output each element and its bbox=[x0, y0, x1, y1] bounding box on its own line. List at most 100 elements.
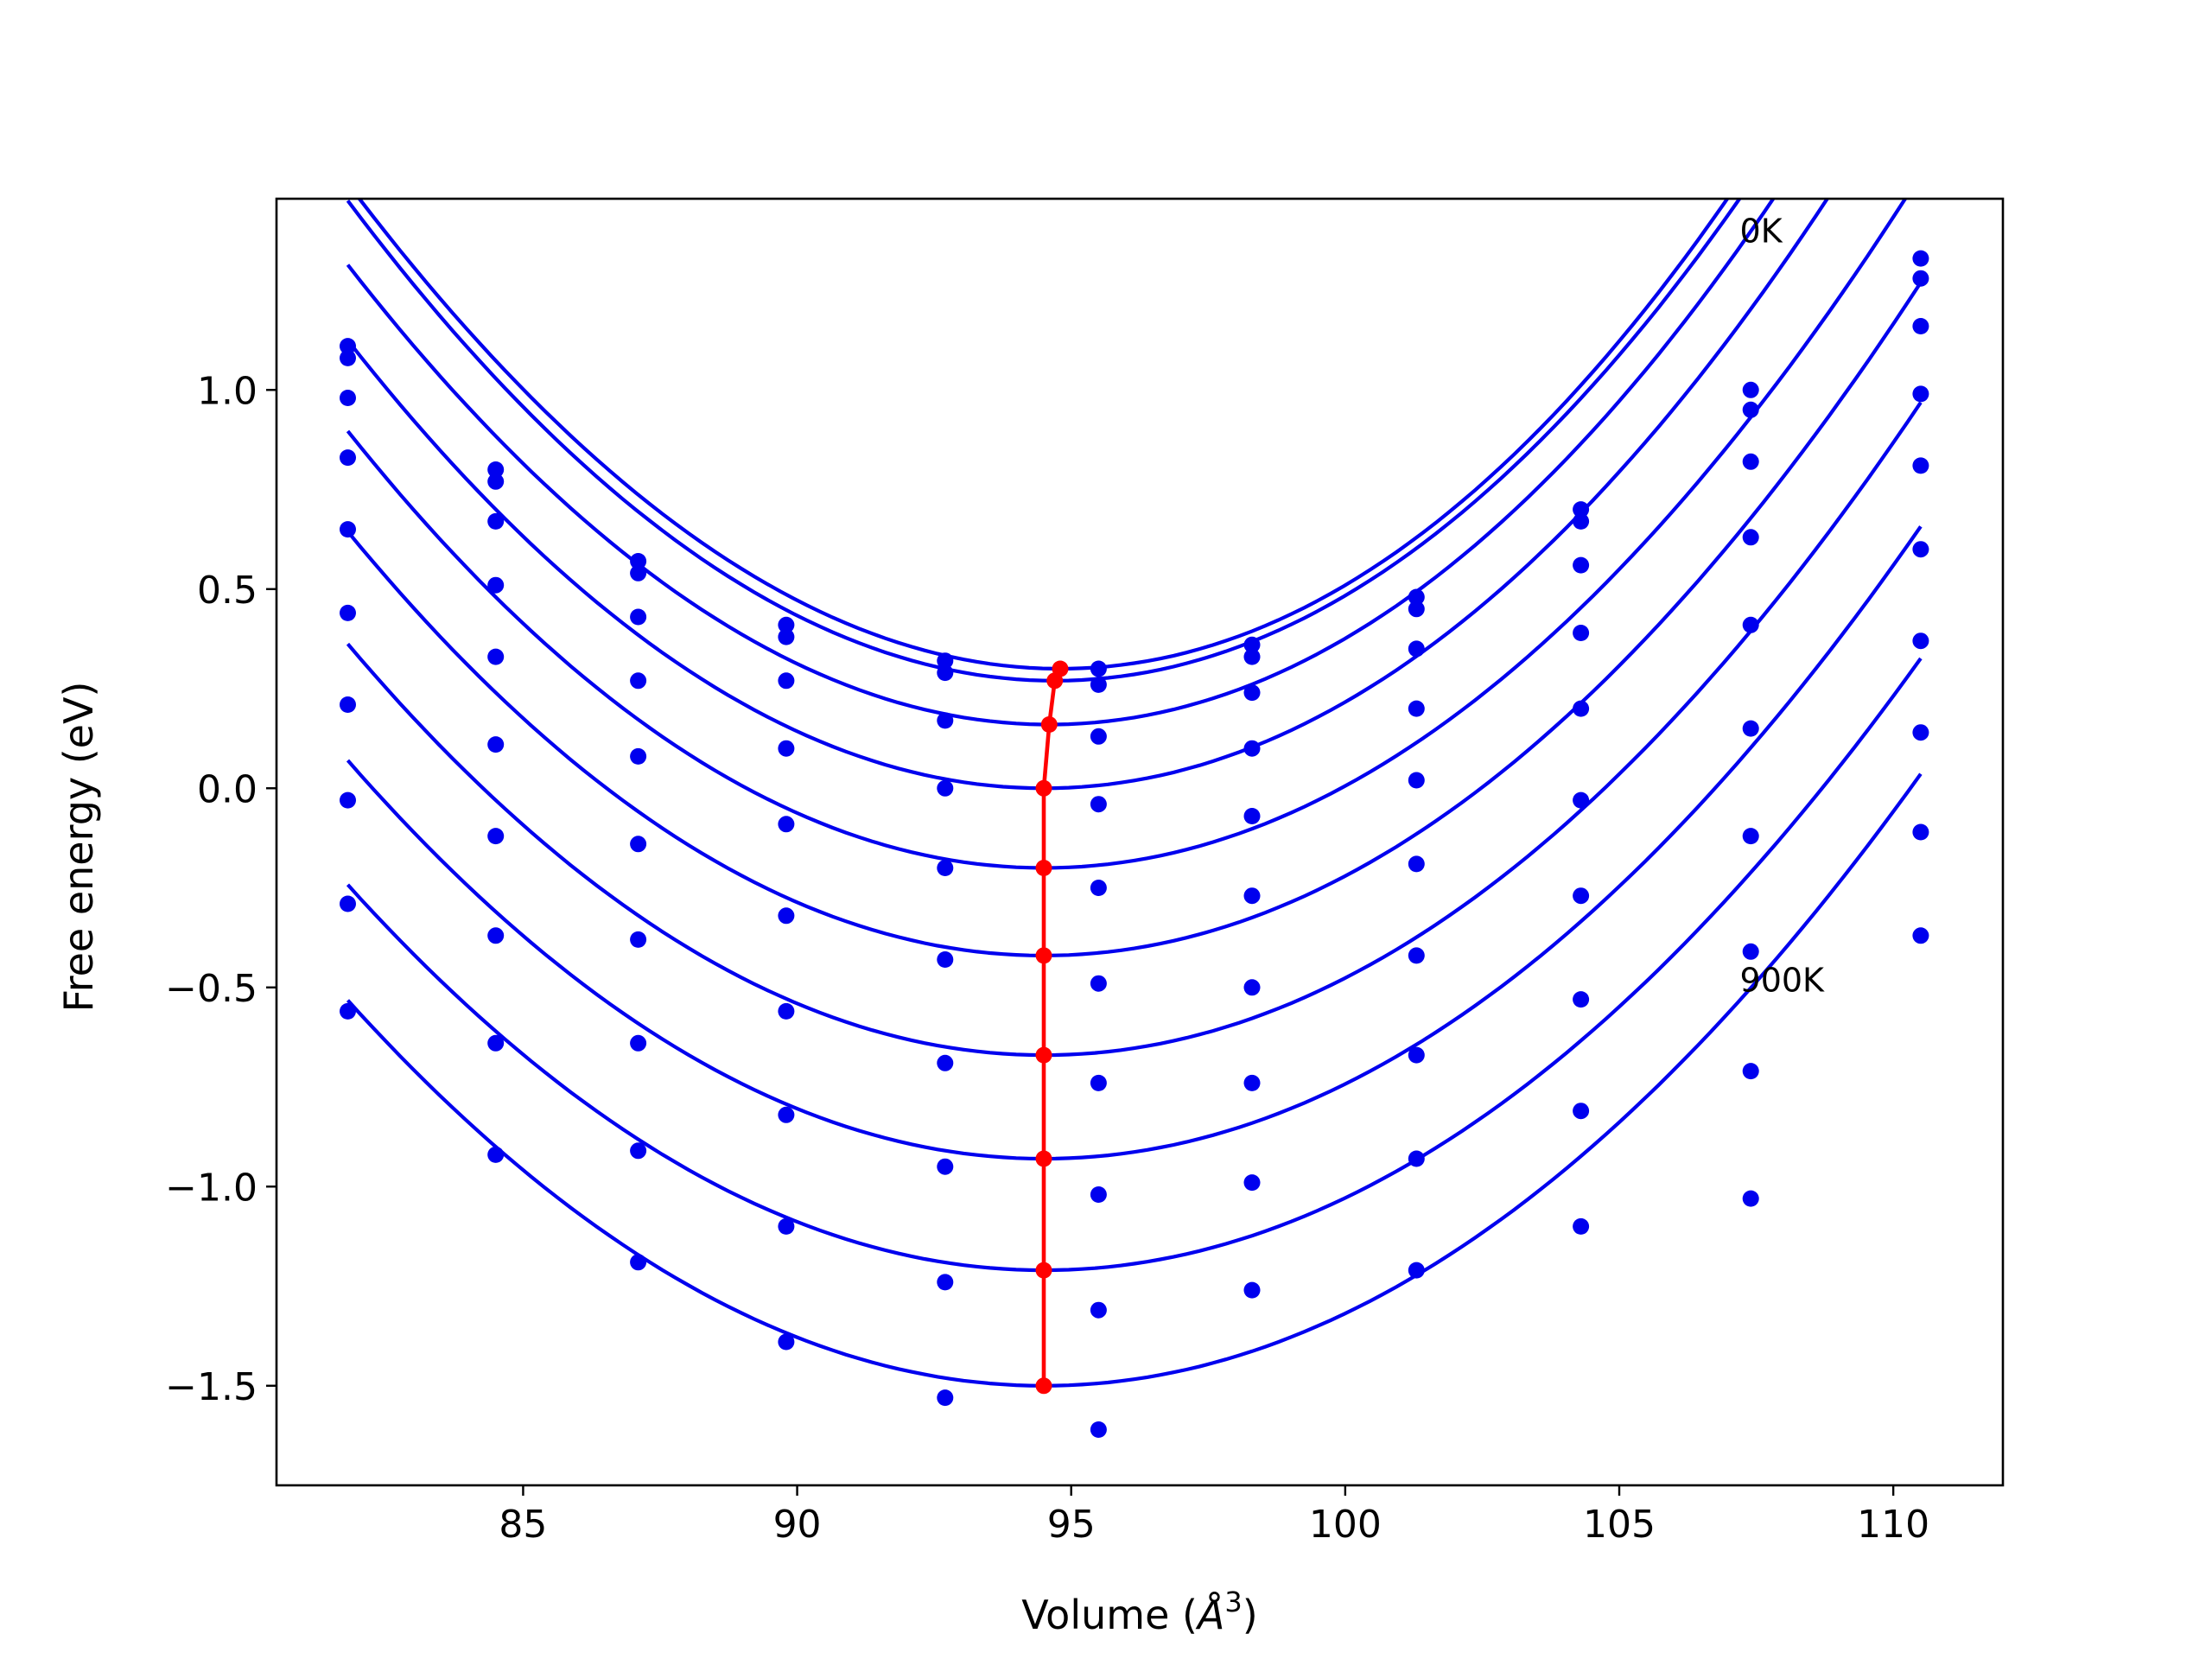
plot-frame bbox=[275, 197, 2005, 1487]
data-point-s6-11 bbox=[1912, 541, 1929, 558]
data-point-s4-1 bbox=[340, 449, 356, 467]
data-point-s6-4 bbox=[778, 907, 795, 925]
data-point-s5-2 bbox=[487, 648, 505, 665]
data-point-s5-3 bbox=[630, 747, 647, 765]
data-point-s5-8 bbox=[1408, 772, 1425, 789]
data-point-s4-4 bbox=[778, 740, 795, 757]
data-point-s4-10 bbox=[1742, 529, 1759, 546]
data-point-s9-3 bbox=[630, 1142, 647, 1160]
fit-curve-3 bbox=[346, 199, 1776, 727]
data-point-s7-8 bbox=[1408, 947, 1425, 964]
minimum-point-5 bbox=[1035, 860, 1052, 876]
data-point-s5-6 bbox=[1090, 880, 1107, 896]
data-point-s8-7 bbox=[1243, 1074, 1261, 1091]
data-point-s10-3 bbox=[630, 1254, 647, 1271]
data-point-s8-3 bbox=[630, 1034, 647, 1052]
fit-curve-5 bbox=[346, 199, 1908, 870]
data-point-s7-6 bbox=[1090, 1074, 1107, 1091]
data-point-s4-2 bbox=[487, 576, 505, 594]
data-point-s8-11 bbox=[1912, 724, 1929, 741]
minimum-point-6 bbox=[1035, 947, 1052, 964]
data-point-s2-10 bbox=[1742, 401, 1759, 418]
x-tick-label: 95 bbox=[1047, 1503, 1096, 1547]
data-point-s3-1 bbox=[340, 390, 356, 406]
data-point-s5-10 bbox=[1742, 616, 1759, 633]
data-point-s8-5 bbox=[937, 1158, 954, 1175]
data-point-s4-3 bbox=[630, 672, 647, 690]
data-point-s3-10 bbox=[1742, 453, 1759, 470]
data-point-s3-9 bbox=[1573, 556, 1590, 574]
data-point-s8-8 bbox=[1408, 1046, 1425, 1064]
data-point-s9-10 bbox=[1742, 1063, 1759, 1080]
data-point-s7-7 bbox=[1243, 979, 1261, 996]
y-tick-label: −1.5 bbox=[165, 1365, 257, 1409]
data-point-s1-9 bbox=[1573, 501, 1590, 518]
y-tick-label: 0.5 bbox=[197, 569, 257, 613]
data-point-s4-11 bbox=[1912, 385, 1929, 403]
y-tick-label: −1.0 bbox=[165, 1166, 257, 1210]
data-point-s10-8 bbox=[1408, 1262, 1425, 1279]
data-point-s6-1 bbox=[340, 604, 356, 621]
data-point-s2-5 bbox=[937, 664, 954, 682]
data-point-s1-4 bbox=[778, 616, 795, 633]
y-tick-label: 0.0 bbox=[197, 767, 257, 811]
data-point-s2-9 bbox=[1573, 512, 1590, 530]
data-point-s3-8 bbox=[1408, 640, 1425, 658]
data-point-s10-5 bbox=[937, 1389, 954, 1407]
data-point-s2-3 bbox=[630, 564, 647, 582]
data-point-s4-8 bbox=[1408, 700, 1425, 717]
fit-curve-7 bbox=[346, 401, 1923, 1058]
x-tick-label: 100 bbox=[1309, 1503, 1382, 1547]
fit-curve-4 bbox=[346, 199, 1830, 791]
data-point-s1-2 bbox=[487, 461, 505, 478]
data-point-s2-1 bbox=[340, 349, 356, 366]
minimum-line bbox=[1041, 668, 1063, 1386]
data-point-s3-6 bbox=[1090, 728, 1107, 745]
data-point-s6-3 bbox=[630, 836, 647, 853]
data-point-s1-8 bbox=[1408, 588, 1425, 606]
data-point-s2-4 bbox=[778, 628, 795, 645]
data-point-s10-10 bbox=[1742, 1190, 1759, 1207]
data-point-s8-6 bbox=[1090, 1186, 1107, 1203]
data-point-s1-11 bbox=[1912, 250, 1929, 267]
fit-curve-10 bbox=[346, 772, 1923, 1388]
data-point-s10-9 bbox=[1573, 1217, 1590, 1235]
minimum-energy-line bbox=[1035, 660, 1069, 1395]
data-point-s2-7 bbox=[1243, 648, 1261, 665]
fit-curve-8 bbox=[346, 525, 1923, 1161]
data-point-s1-10 bbox=[1742, 381, 1759, 398]
data-point-s3-7 bbox=[1243, 684, 1261, 702]
data-point-s8-9 bbox=[1573, 991, 1590, 1008]
data-point-s3-3 bbox=[630, 608, 647, 626]
data-points bbox=[340, 250, 1929, 1438]
annotation-1: 0K bbox=[1740, 213, 1783, 251]
data-point-s10-1 bbox=[340, 1002, 356, 1020]
data-point-s6-2 bbox=[487, 736, 505, 753]
data-point-s1-7 bbox=[1243, 636, 1261, 653]
data-point-s8-1 bbox=[340, 791, 356, 809]
x-axis-label: Volume (Å3) bbox=[1021, 1586, 1257, 1638]
data-point-s7-10 bbox=[1742, 828, 1759, 845]
data-point-s6-6 bbox=[1090, 975, 1107, 992]
x-tick-label: 90 bbox=[773, 1503, 822, 1547]
y-axis-ticks: −1.5 −1.0 −0.5 0.0 0.5 1.0 bbox=[165, 369, 276, 1409]
data-point-s7-9 bbox=[1573, 887, 1590, 905]
data-point-s5-1 bbox=[340, 521, 356, 538]
data-point-s9-8 bbox=[1408, 1150, 1425, 1167]
data-point-s3-4 bbox=[778, 672, 795, 690]
data-point-s10-7 bbox=[1243, 1281, 1261, 1299]
data-point-s10-6 bbox=[1090, 1421, 1107, 1438]
data-point-s6-8 bbox=[1408, 855, 1425, 873]
data-point-s6-7 bbox=[1243, 887, 1261, 905]
data-point-s1-6 bbox=[1090, 660, 1107, 677]
minimum-point-9 bbox=[1035, 1262, 1052, 1279]
data-point-s1-5 bbox=[937, 652, 954, 670]
data-point-s9-7 bbox=[1243, 1174, 1261, 1192]
minimum-point-3 bbox=[1040, 716, 1058, 733]
data-point-s4-9 bbox=[1573, 625, 1590, 641]
minimum-point-2 bbox=[1046, 672, 1064, 690]
minimum-point-7 bbox=[1035, 1046, 1052, 1064]
data-point-s4-5 bbox=[937, 779, 954, 797]
fit-curve-9 bbox=[346, 657, 1923, 1273]
data-point-s3-2 bbox=[487, 512, 505, 530]
